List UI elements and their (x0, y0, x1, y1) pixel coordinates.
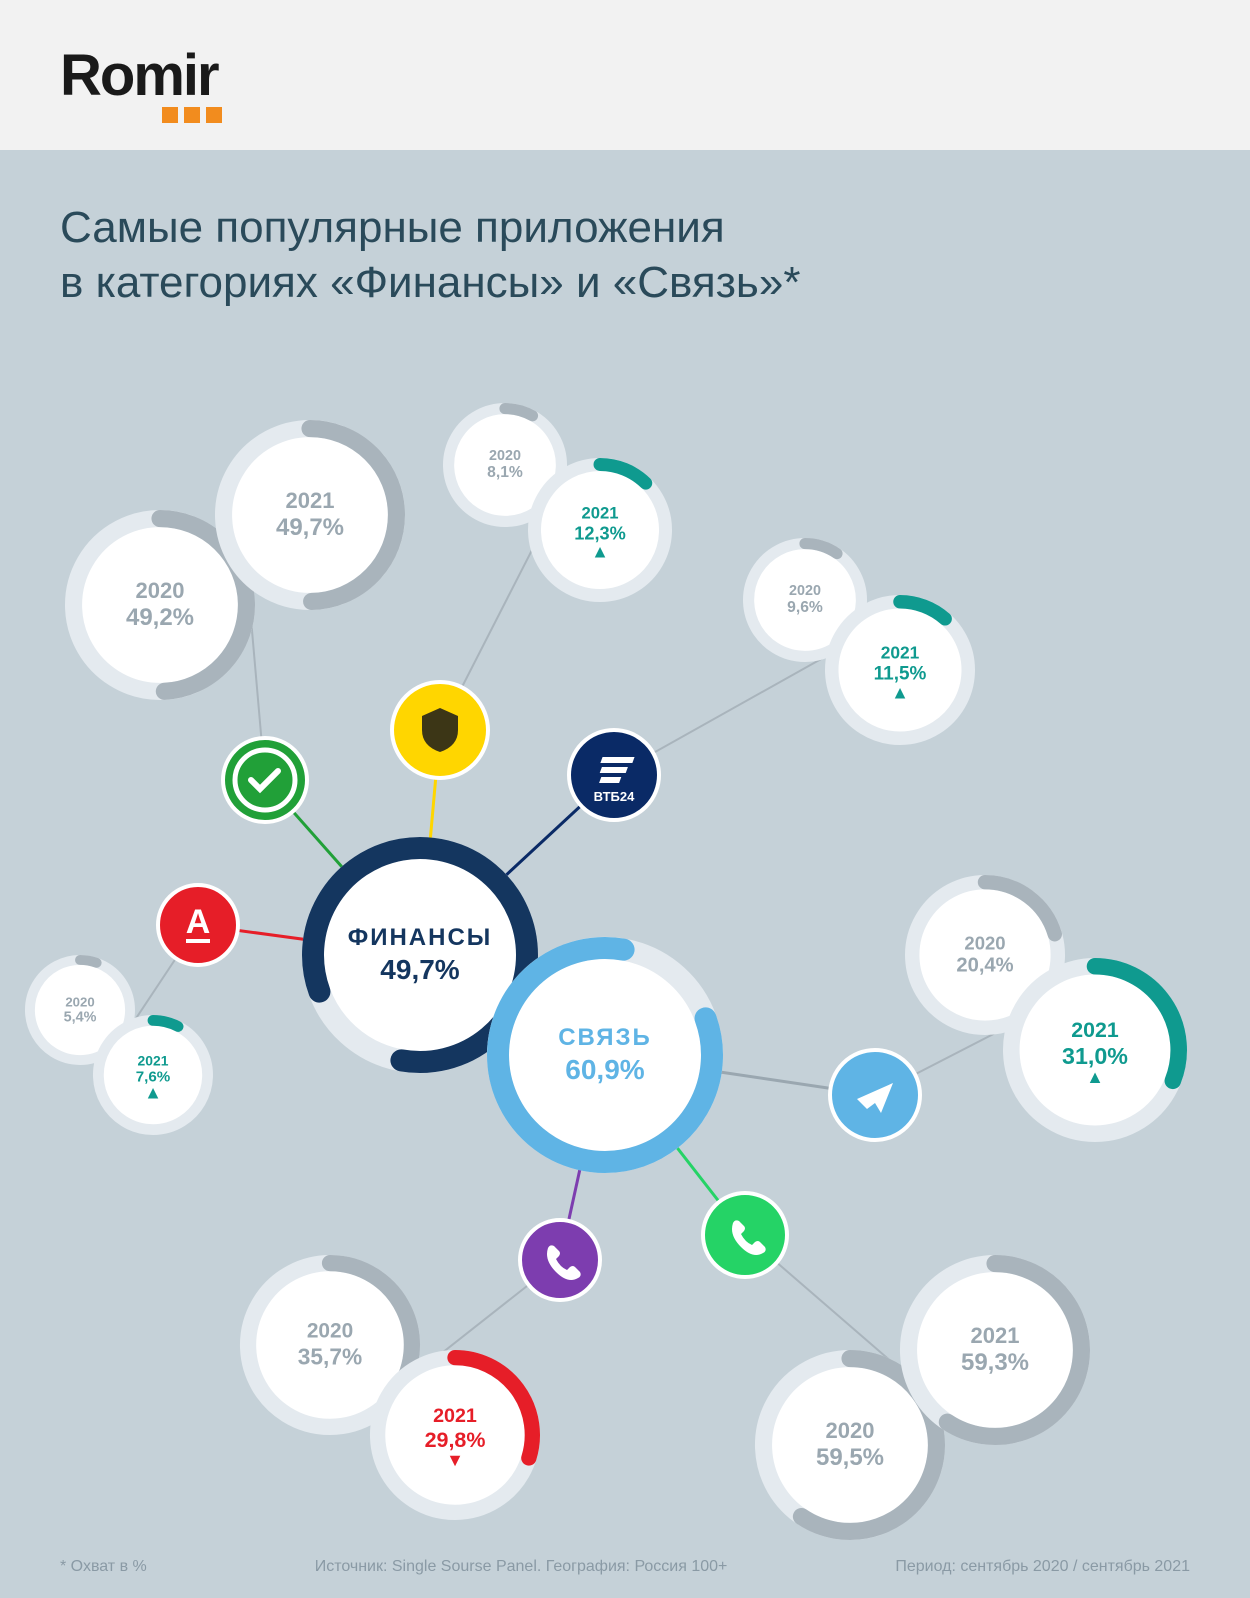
footnote: * Охват в % (60, 1558, 147, 1576)
source: Источник: Single Sourse Panel. География… (315, 1558, 728, 1576)
svg-text:ВТБ24: ВТБ24 (594, 789, 635, 804)
infographic-canvas: ВТБ24А202049,2%202149,7%20208,1%202112,3… (0, 330, 1250, 1560)
page-title: Самые популярные приложения в категориях… (60, 200, 1190, 310)
page: Romir Самые популярные приложения в кате… (0, 0, 1250, 1598)
title-block: Самые популярные приложения в категориях… (0, 150, 1250, 330)
logo-dots-icon (162, 107, 222, 123)
header: Romir (0, 0, 1250, 150)
period: Период: сентябрь 2020 / сентябрь 2021 (895, 1558, 1190, 1576)
romir-logo: Romir (60, 42, 218, 109)
footer: * Охват в % Источник: Single Sourse Pane… (0, 1558, 1250, 1576)
logo-text: Romir (60, 43, 218, 108)
svg-text:А: А (186, 903, 211, 941)
